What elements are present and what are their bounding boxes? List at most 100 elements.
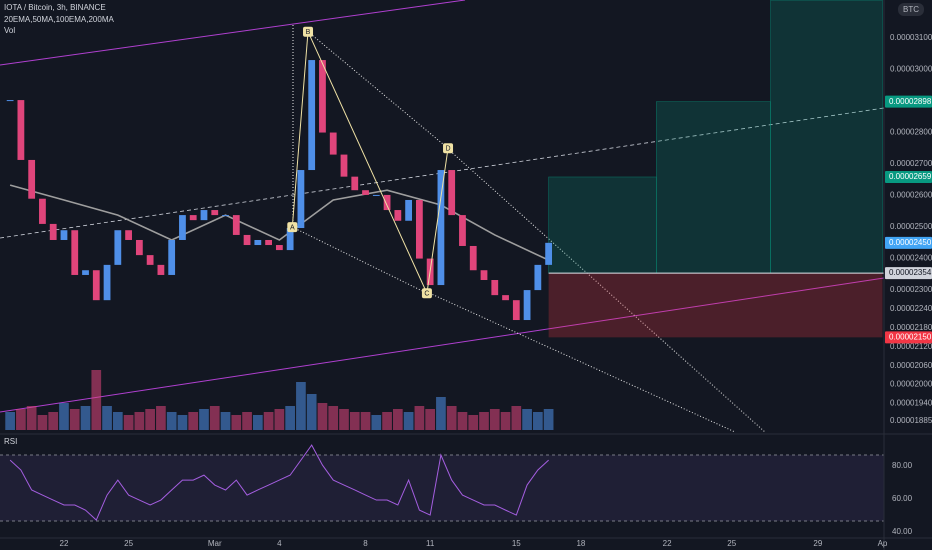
pattern-label: B [306,29,311,36]
volume-bar [59,403,69,430]
x-tick-label: 4 [277,539,282,548]
volume-bar [134,412,145,430]
candle [340,154,348,177]
pattern-label: C [424,291,429,298]
channel-line [0,277,884,413]
candle [60,230,68,240]
price-tag [885,267,932,280]
candle [265,239,272,246]
y-tick-label: 0.00002060 [890,361,932,370]
candle [329,132,337,155]
candle [200,210,208,221]
rsi-tick-label: 40.00 [892,527,913,536]
trend-line [447,148,766,432]
x-tick-label: Mar [208,539,222,548]
currency-label[interactable]: BTC [903,5,919,14]
y-tick-label: 0.00001885 [890,416,932,425]
volume-bar [328,406,339,430]
x-tick-label: 11 [426,539,435,548]
rsi-band [0,455,884,521]
volume-bar [5,412,15,430]
volume-bar [263,412,274,430]
rsi-pane [0,444,884,522]
candle [502,295,509,301]
volume-bar [317,403,328,430]
y-tick-label: 0.00001940 [890,399,932,408]
volume-bar [468,415,479,430]
candle [405,199,413,221]
price-tag-label: 0.00002898 [889,97,932,106]
x-tick-label: Ap [878,539,888,548]
volume-bar [511,406,522,430]
candle [512,300,520,321]
x-tick-label: 8 [363,539,368,548]
candle [103,264,111,301]
candle [362,190,369,195]
chart-title: IOTA / Bitcoin, 3h, BINANCE [4,3,106,12]
x-tick-label: 29 [813,539,822,548]
candle [534,264,542,291]
candle [114,230,122,265]
y-tick-label: 0.00002600 [890,191,932,200]
x-tick-label: 25 [124,539,133,548]
rsi-tick-label: 60.00 [892,494,913,503]
y-tick-label: 0.00002120 [890,342,932,351]
price-tag-label: 0.00002659 [889,172,932,181]
price-tag [885,331,932,344]
candle [351,176,359,191]
candle [49,223,57,240]
volume-bar [80,406,91,430]
candle [168,239,176,275]
pattern-line [291,29,449,295]
stop-zone [548,273,883,338]
volume-legend: Vol [4,26,15,35]
candle [545,242,553,265]
candle [383,194,391,211]
candle [211,210,219,216]
pattern-leg [292,226,428,294]
pattern-leg [307,31,449,149]
pattern-point [287,222,298,233]
pattern-label: D [445,146,450,153]
rsi-tick-label: 80.00 [892,461,913,470]
currency-button[interactable] [898,3,924,16]
volume-bar [371,415,382,430]
pattern-point [443,143,454,154]
candle [275,245,283,251]
candle [179,215,186,240]
y-tick-label: 0.00002700 [890,159,932,168]
candle [437,170,445,286]
x-tick-label: 18 [576,539,585,548]
y-tick-label: 0.00002180 [890,323,932,332]
trend-line [0,107,884,239]
candle [319,60,326,133]
volume-bar [177,415,188,430]
volume-bar [349,412,360,430]
volume-bar [274,409,285,430]
pattern-point [421,288,432,299]
candle [308,60,316,171]
volume-bar [112,412,123,430]
rsi-title: RSI [4,437,17,446]
candle [92,270,100,301]
volume-bar [69,409,80,430]
candle [189,215,197,221]
volume-bar [123,415,134,430]
volume-bar [414,406,425,430]
volume-bar [26,406,37,430]
volume-bar [360,412,371,430]
volume-bar [166,412,177,430]
volume-bar [489,409,500,430]
volume-bar [392,409,403,430]
y-tick-label: 0.00003100 [890,33,932,42]
volume-bar [436,397,446,430]
candle [39,198,46,224]
candle [448,170,456,216]
x-tick-label: 22 [60,539,69,548]
target-zone [770,0,883,274]
price-tag [885,236,932,249]
candle [17,100,25,160]
candle [297,170,305,229]
